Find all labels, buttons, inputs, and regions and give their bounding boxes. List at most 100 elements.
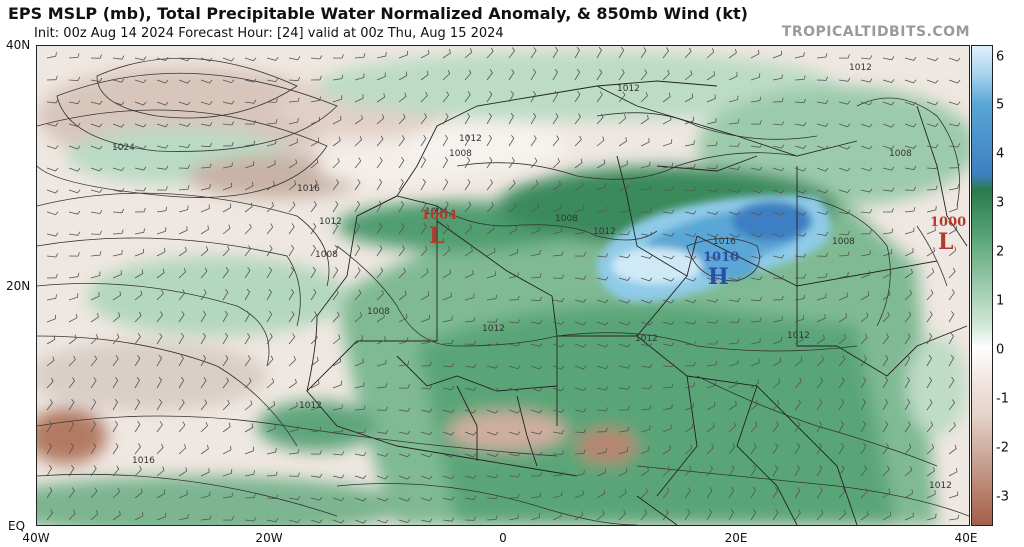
wind-barb <box>706 188 719 193</box>
wind-barb <box>838 355 846 367</box>
wind-barb <box>552 429 565 434</box>
wind-barb <box>178 246 187 257</box>
wind-barb <box>46 189 59 194</box>
wind-barb <box>354 358 364 367</box>
wind-barb <box>662 424 672 433</box>
wind-barb <box>508 202 517 213</box>
wind-barb <box>134 187 147 192</box>
wind-barb <box>46 486 53 499</box>
wind-barb <box>750 486 756 499</box>
wind-barb <box>618 447 629 455</box>
wind-barb <box>816 231 829 236</box>
wind-barb <box>200 122 213 127</box>
wind-barb <box>596 489 606 499</box>
wind-barb <box>46 145 59 150</box>
wind-barb <box>619 406 630 411</box>
wind-barb <box>574 490 584 499</box>
wind-barb <box>684 487 691 499</box>
wind-barb <box>706 443 714 455</box>
wind-barb <box>838 313 848 323</box>
colorbar-tick: 5 <box>996 97 1005 113</box>
wind-barb <box>816 399 823 411</box>
wind-barb <box>728 297 741 302</box>
wind-barb <box>926 268 935 279</box>
wind-barb <box>156 57 169 61</box>
wind-barb <box>904 165 917 170</box>
wind-barb <box>420 361 432 367</box>
wind-barb <box>662 321 675 325</box>
wind-barb <box>178 79 191 84</box>
wind-barb <box>640 446 650 455</box>
wind-barb <box>464 293 475 301</box>
wind-barb <box>486 90 493 103</box>
wind-barb <box>178 205 189 213</box>
wind-barb <box>860 55 873 60</box>
wind-barb <box>68 442 74 455</box>
wind-barb <box>816 334 825 345</box>
low-symbol: L <box>938 229 953 255</box>
wind-barb <box>332 357 342 367</box>
wind-barb <box>662 403 673 411</box>
wind-barb <box>552 135 560 147</box>
wind-barb <box>794 509 801 521</box>
wind-barb <box>90 510 99 521</box>
wind-barb <box>222 445 232 455</box>
wind-barb <box>486 341 499 346</box>
wind-barb <box>266 333 273 345</box>
wind-barb <box>310 116 320 125</box>
wind-barb <box>464 223 472 235</box>
wind-barb <box>200 444 209 455</box>
isobar-label: 1016 <box>297 184 320 194</box>
wind-barb <box>728 48 737 59</box>
wind-barb <box>442 223 450 235</box>
wind-barb <box>552 68 558 81</box>
wind-barb <box>376 452 389 457</box>
wind-barb <box>178 421 186 433</box>
wind-barb <box>288 472 300 477</box>
wind-barb <box>354 73 365 81</box>
wind-barb <box>772 464 778 477</box>
wind-barb <box>464 112 471 125</box>
colorbar <box>971 45 993 526</box>
wind-barb <box>420 268 429 279</box>
wind-barb <box>354 428 367 434</box>
wind-barb <box>508 365 521 370</box>
wind-barb <box>816 53 828 59</box>
colorbar-tick: -3 <box>996 489 1009 505</box>
wind-barb <box>860 123 873 128</box>
wind-barb <box>882 290 891 301</box>
wind-barb <box>882 443 889 455</box>
pressure-center-high: 1010 H <box>703 250 739 290</box>
wind-barb <box>530 387 543 392</box>
wind-barb <box>618 114 627 125</box>
wind-barb <box>332 95 343 103</box>
wind-barb <box>684 361 696 367</box>
wind-barb <box>134 354 141 367</box>
wind-barb <box>266 401 276 411</box>
wind-barb <box>266 288 272 301</box>
wind-barb <box>640 254 653 259</box>
wind-barb <box>354 135 363 147</box>
wind-barb <box>442 201 449 213</box>
wind-barb <box>706 94 716 103</box>
wind-barb <box>772 486 779 499</box>
wind-barb <box>420 314 430 323</box>
wind-barb <box>574 365 587 370</box>
wind-barb <box>244 400 253 411</box>
wind-barb <box>904 56 917 61</box>
wind-barb <box>794 442 801 455</box>
wind-barb <box>795 274 806 279</box>
wind-barb <box>860 376 867 389</box>
wind-barb <box>816 442 822 455</box>
wind-barb <box>794 253 807 258</box>
wind-barb <box>178 444 187 455</box>
wind-barb <box>112 123 125 128</box>
wind-barb <box>728 443 736 455</box>
wind-barb <box>288 56 301 61</box>
wind-barb <box>684 508 691 521</box>
lat-label-40n: 40N <box>6 38 31 52</box>
wind-barb <box>596 299 609 304</box>
wind-barb <box>244 423 254 433</box>
wind-barb <box>134 79 147 84</box>
wind-barb <box>794 189 807 194</box>
